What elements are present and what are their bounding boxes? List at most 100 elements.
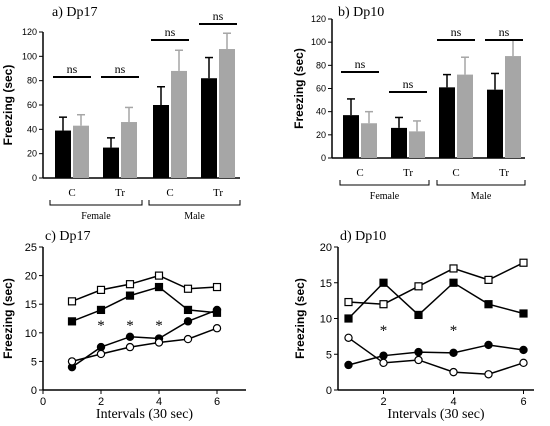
chart1-group-bracket bbox=[148, 200, 241, 206]
chart1-bar bbox=[153, 105, 169, 178]
chart3-ytick-label: 0 bbox=[31, 385, 37, 397]
chart4-point bbox=[484, 300, 493, 309]
chart3-point bbox=[183, 284, 193, 293]
chart3-point bbox=[183, 305, 193, 315]
chart1-ytick-label: 40 bbox=[27, 124, 37, 134]
chart4-point bbox=[449, 367, 458, 377]
chart1-ytick-label: 80 bbox=[27, 76, 37, 86]
chart3-series-line bbox=[71, 327, 218, 363]
chart1-group-label: Female bbox=[81, 211, 111, 222]
chart3-significance-star: * bbox=[97, 318, 105, 334]
chart4-ytick-label: 0 bbox=[326, 385, 332, 397]
chart3-point bbox=[96, 349, 106, 359]
chart3-point bbox=[154, 271, 164, 280]
chart3-significance-star: * bbox=[126, 318, 134, 334]
chart4-point bbox=[414, 282, 423, 291]
chart4-point bbox=[414, 355, 423, 365]
chart2-bar bbox=[361, 123, 377, 158]
chart1-ytick-label: 60 bbox=[27, 100, 37, 110]
chart4-point bbox=[344, 333, 353, 343]
chart2-category-label: C bbox=[452, 167, 459, 179]
chart3-point bbox=[212, 305, 222, 315]
chart1-ytick-label: 0 bbox=[32, 173, 37, 183]
chart1-ns-label: ns bbox=[115, 62, 126, 76]
chart4-ytick-label: 15 bbox=[320, 278, 332, 290]
chart3-point bbox=[96, 305, 106, 315]
chart1-bar bbox=[55, 130, 71, 178]
chart3-ytick-label: 10 bbox=[25, 328, 37, 340]
chart2-bar bbox=[457, 74, 473, 158]
chart4-point bbox=[519, 345, 528, 355]
chart2-bar bbox=[391, 127, 407, 158]
chart4-ytick-label: 10 bbox=[320, 314, 332, 326]
chart1-ytick-label: 120 bbox=[22, 27, 37, 37]
chart3-point bbox=[212, 324, 222, 333]
chart2-bar bbox=[505, 56, 521, 158]
chart1-ytick-label: 20 bbox=[27, 149, 37, 159]
chart2-ytick-label: 80 bbox=[316, 60, 326, 70]
chart4-xlabel: Intervals (30 sec) bbox=[387, 407, 485, 422]
chart4-point bbox=[414, 347, 423, 357]
chart3-xtick-label: 2 bbox=[98, 396, 104, 408]
chart2-bar bbox=[343, 115, 359, 158]
chart1-bar bbox=[73, 125, 89, 178]
chart4-point bbox=[449, 264, 458, 273]
chart1-ylabel: Freezing (sec) bbox=[1, 65, 15, 146]
chart4-series-line bbox=[348, 344, 524, 366]
chart4-xtick-label: 4 bbox=[450, 396, 456, 408]
chart3-ylabel: Freezing (sec) bbox=[1, 278, 15, 359]
chart3-point bbox=[154, 282, 164, 292]
chart3-point bbox=[183, 334, 193, 344]
chart1-bar bbox=[103, 147, 119, 178]
chart4-point bbox=[519, 358, 528, 368]
chart1-category-label: C bbox=[68, 187, 75, 199]
chart2-ns-label: ns bbox=[403, 77, 414, 91]
chart4-point bbox=[484, 275, 493, 284]
chart3-point bbox=[125, 332, 135, 342]
chart3-ytick-label: 15 bbox=[25, 299, 37, 311]
chart3-significance-star: * bbox=[155, 318, 163, 334]
chart4-significance-star: * bbox=[450, 323, 458, 339]
chart2-ns-label: ns bbox=[499, 25, 510, 39]
chart3-xtick-label: 6 bbox=[214, 396, 220, 408]
chart3-point bbox=[96, 285, 106, 294]
chart4-point bbox=[414, 310, 423, 320]
chart1-category-label: Tr bbox=[213, 187, 223, 199]
chart4-point bbox=[379, 300, 388, 309]
chart2-ylabel: Freezing (sec) bbox=[292, 48, 306, 129]
chart2-bar bbox=[439, 87, 455, 158]
chart3-point bbox=[212, 282, 222, 292]
chart2-title: b) Dp10 bbox=[338, 5, 384, 20]
chart4-point bbox=[344, 314, 353, 323]
chart2-group-label: Male bbox=[471, 191, 492, 202]
chart4-point bbox=[379, 278, 388, 287]
chart1-bar bbox=[219, 49, 235, 179]
chart4-xtick-label: 2 bbox=[380, 396, 386, 408]
chart3-ytick-label: 5 bbox=[31, 356, 37, 368]
chart2-ytick-label: 120 bbox=[311, 14, 326, 24]
chart2-ytick-label: 0 bbox=[321, 153, 326, 163]
chart4-point bbox=[449, 278, 458, 287]
chart3-point bbox=[125, 280, 135, 289]
chart3-point bbox=[125, 291, 135, 300]
chart4-ytick-label: 5 bbox=[326, 349, 332, 361]
chart1-category-label: C bbox=[166, 187, 173, 199]
chart4-series-line bbox=[348, 262, 524, 305]
chart1-title: a) Dp17 bbox=[52, 5, 98, 20]
chart3-ytick-label: 20 bbox=[25, 271, 37, 283]
chart2-bar bbox=[409, 131, 425, 158]
chart4-title: d) Dp10 bbox=[340, 229, 386, 244]
chart2-ytick-label: 60 bbox=[316, 84, 326, 94]
chart1-group-bracket bbox=[49, 200, 143, 206]
chart3-point bbox=[96, 342, 106, 352]
chart3-series-line bbox=[71, 286, 218, 323]
chart2-group-label: Female bbox=[370, 191, 400, 202]
chart4-point bbox=[519, 309, 528, 318]
chart2-group-bracket bbox=[339, 180, 430, 186]
chart3-series-line bbox=[71, 274, 218, 303]
chart2-category-label: Tr bbox=[403, 167, 413, 179]
chart3-series-line bbox=[71, 309, 218, 368]
chart2-bar bbox=[487, 89, 503, 158]
chart1-ns-label: ns bbox=[67, 62, 78, 76]
